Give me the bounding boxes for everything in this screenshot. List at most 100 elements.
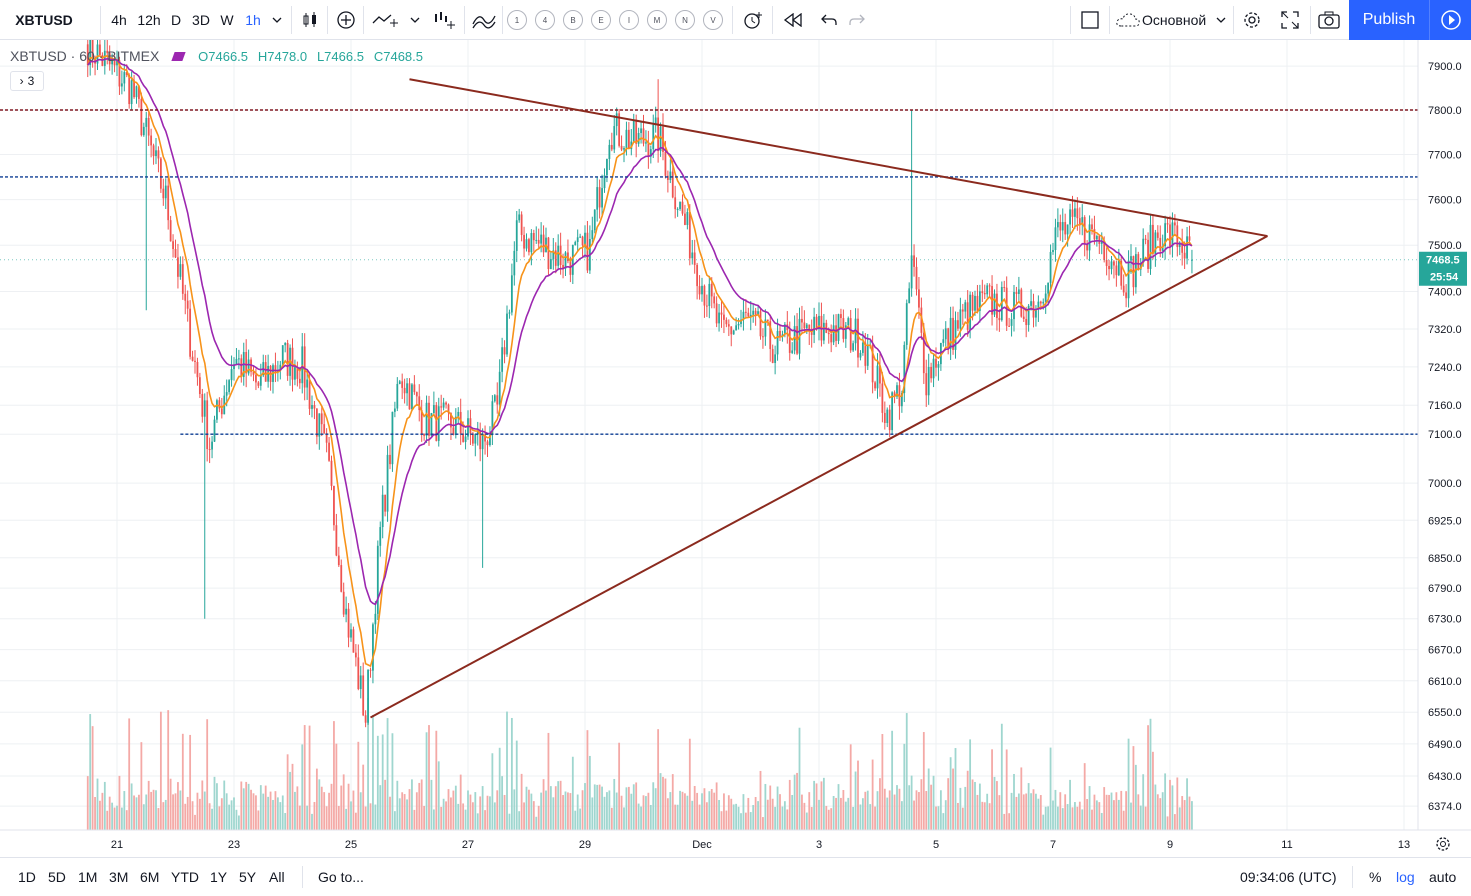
candle-body (1054, 227, 1057, 251)
candle-body (120, 83, 123, 87)
candle-body (486, 441, 489, 446)
volume-bar (1074, 802, 1076, 830)
symbol-search[interactable]: XBTUSD (15, 12, 73, 28)
interval-4h[interactable]: 4h (111, 12, 127, 28)
range-1m[interactable]: 1M (78, 869, 98, 885)
line-tool-dropdown-icon[interactable] (406, 0, 424, 40)
settings-icon[interactable] (1238, 0, 1266, 40)
volume-bar (691, 800, 694, 830)
event-marker-m[interactable]: M (646, 0, 668, 40)
volume-bar (398, 798, 401, 830)
trendlines[interactable] (370, 78, 1268, 719)
volume-bar (103, 781, 106, 830)
candle (618, 108, 621, 148)
interval-d[interactable]: D (170, 12, 182, 28)
undo-icon[interactable] (816, 0, 842, 40)
auto-toggle[interactable]: auto (1429, 869, 1457, 885)
axis-settings-icon[interactable] (1436, 837, 1450, 851)
legend-title[interactable]: XBTUSD · 60 · BITMEX (10, 48, 160, 64)
range-5d[interactable]: 5D (48, 869, 66, 885)
volume-bar (964, 786, 967, 830)
interval-1h-active[interactable]: 1h (245, 12, 261, 28)
event-marker-n[interactable]: N (674, 0, 696, 40)
range-6m[interactable]: 6M (140, 869, 160, 885)
volume-bar (1071, 807, 1074, 830)
candle-body (832, 325, 835, 343)
camera-icon[interactable] (1314, 0, 1344, 40)
range-1d[interactable]: 1D (18, 869, 36, 885)
percent-toggle[interactable]: % (1369, 869, 1382, 885)
candle-body (1044, 293, 1047, 302)
volume-bar (179, 790, 182, 830)
play-icon[interactable] (1429, 0, 1471, 40)
checkbox-icon[interactable] (1076, 0, 1104, 40)
volume-bar (805, 812, 808, 830)
candle (328, 436, 330, 462)
time-axis[interactable]: 21 23 25 27 29 Dec 3 5 7 9 11 13 (0, 829, 1471, 851)
candle-body (830, 334, 833, 343)
candle-body (432, 405, 435, 414)
range-1y[interactable]: 1Y (210, 869, 228, 885)
range-all[interactable]: All (269, 869, 285, 885)
price-tick-label: 6550.0 (1428, 707, 1462, 719)
volume-bar (688, 738, 691, 830)
volume-bar (837, 784, 840, 830)
volume-bar (769, 785, 772, 830)
range-5y[interactable]: 5Y (239, 869, 257, 885)
replay-icon[interactable] (778, 0, 808, 40)
line-tool-icon[interactable] (368, 0, 402, 40)
alert-icon[interactable] (738, 0, 768, 40)
candle (932, 354, 935, 388)
candle-body (196, 361, 199, 378)
indicators-collapse-button[interactable]: › 3 (10, 71, 44, 91)
indicators-icon[interactable] (469, 0, 499, 40)
volume-bar (396, 780, 399, 830)
candle (888, 404, 891, 438)
range-ytd[interactable]: YTD (171, 869, 199, 885)
interval-dropdown-icon[interactable] (268, 0, 286, 40)
interval-3d[interactable]: 3D (192, 12, 210, 28)
volume-bar (359, 792, 362, 830)
volume-bar (386, 718, 389, 830)
candle (123, 63, 126, 92)
candle-body (408, 383, 411, 410)
candle (896, 382, 898, 399)
volume-bar (389, 796, 391, 830)
candle (374, 600, 377, 634)
compare-icon[interactable] (430, 0, 460, 40)
candles-icon[interactable] (297, 0, 323, 40)
candle-body (1010, 319, 1013, 326)
range-3m[interactable]: 3M (109, 869, 129, 885)
candle (1144, 234, 1147, 245)
goto-button[interactable]: Go to... (318, 869, 364, 885)
volume-bar (1008, 813, 1011, 830)
interval-w[interactable]: W (220, 12, 234, 28)
candle (233, 357, 235, 381)
layout-dropdown-icon[interactable] (1212, 0, 1230, 40)
event-marker-4[interactable]: 4 (534, 0, 556, 40)
add-indicator-icon[interactable] (333, 0, 359, 40)
interval-12h[interactable]: 12h (137, 12, 161, 28)
volume-bar (635, 782, 638, 830)
price-axis[interactable]: 7900.0 7800.0 7700.0 7600.0 7500.0 7400.0 7320… (0, 40, 1471, 857)
event-marker-b[interactable]: B (562, 0, 584, 40)
candle (257, 381, 260, 389)
volume-bar (240, 781, 243, 830)
candle (691, 239, 694, 265)
log-toggle[interactable]: log (1396, 869, 1415, 885)
volume-bar (418, 782, 421, 830)
fullscreen-icon[interactable] (1276, 0, 1304, 40)
volume-bar (320, 786, 323, 830)
candle (593, 209, 596, 234)
candle-body (603, 175, 606, 189)
layout-name[interactable]: Основной (1142, 12, 1207, 28)
event-marker-e[interactable]: E (590, 0, 612, 40)
event-marker-v[interactable]: V (702, 0, 724, 40)
redo-icon[interactable] (844, 0, 870, 40)
candle-body (635, 120, 638, 144)
event-marker-1[interactable]: 1 (506, 0, 528, 40)
publish-button[interactable]: Publish (1349, 0, 1429, 40)
event-marker-i[interactable]: I (618, 0, 640, 40)
